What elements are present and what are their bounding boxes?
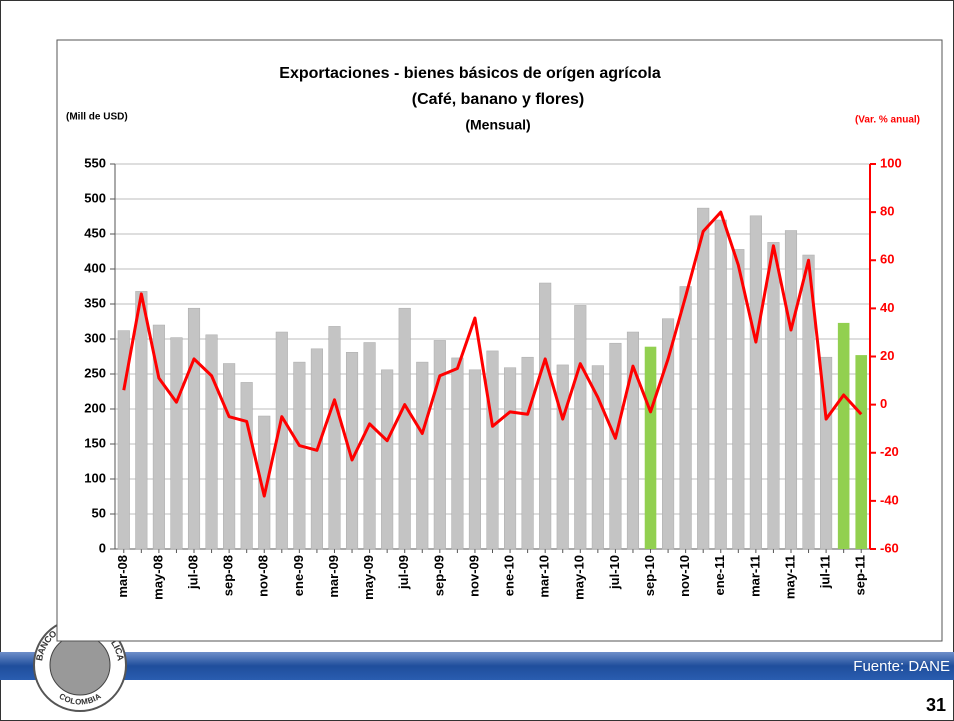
bar bbox=[556, 364, 569, 550]
plot: 050100150200250300350400450500550-60-40-… bbox=[84, 155, 901, 599]
bar bbox=[662, 318, 675, 550]
bar bbox=[363, 342, 376, 550]
x-tick-label: ene-10 bbox=[501, 555, 516, 596]
bar bbox=[855, 355, 868, 549]
y2-tick-label: 40 bbox=[880, 300, 894, 315]
bar bbox=[697, 207, 710, 550]
bar bbox=[398, 307, 411, 550]
source: Fuente: DANE bbox=[853, 658, 950, 675]
y-tick-label: 250 bbox=[84, 365, 106, 380]
bar bbox=[258, 415, 271, 550]
y2-axis-title: (Var. % anual) bbox=[855, 115, 920, 126]
y2-tick-label: -20 bbox=[880, 444, 899, 459]
y-tick-label: 50 bbox=[92, 505, 106, 520]
chart-title: Exportaciones - bienes básicos de orígen… bbox=[279, 65, 661, 82]
y2-tick-label: -40 bbox=[880, 492, 899, 507]
bar bbox=[679, 286, 692, 550]
x-tick-label: ene-11 bbox=[712, 555, 727, 595]
footer-band bbox=[0, 652, 954, 680]
y-tick-label: 550 bbox=[84, 155, 106, 170]
x-tick-label: nov-10 bbox=[677, 555, 692, 597]
y2-tick-label: 100 bbox=[880, 155, 902, 170]
bar bbox=[170, 337, 183, 550]
bar bbox=[837, 322, 850, 549]
bar bbox=[574, 305, 587, 550]
y-tick-label: 400 bbox=[84, 260, 106, 275]
bar bbox=[117, 330, 130, 550]
y-axis-title: (Mill de USD) bbox=[66, 112, 128, 123]
bar bbox=[293, 361, 306, 550]
bar bbox=[187, 307, 201, 550]
bar bbox=[732, 249, 745, 550]
bar bbox=[451, 357, 464, 550]
bar bbox=[433, 340, 446, 550]
bar bbox=[644, 346, 657, 549]
chart-period: (Mensual) bbox=[465, 117, 530, 133]
x-tick-label: may-11 bbox=[782, 555, 797, 599]
bar bbox=[223, 363, 236, 550]
bar bbox=[504, 367, 517, 550]
y-tick-label: 0 bbox=[99, 540, 106, 555]
x-tick-label: jul-08 bbox=[185, 555, 200, 590]
y-tick-label: 200 bbox=[84, 400, 106, 415]
y2-tick-label: 80 bbox=[880, 204, 894, 219]
x-tick-label: sep-11 bbox=[853, 555, 868, 595]
x-tick-label: mar-09 bbox=[326, 555, 341, 598]
bar bbox=[328, 326, 341, 550]
chart-subtitle: (Café, banano y flores) bbox=[412, 91, 584, 108]
logo-center bbox=[49, 634, 111, 696]
x-tick-label: sep-10 bbox=[642, 555, 657, 596]
bar bbox=[539, 282, 552, 550]
x-tick-label: nov-08 bbox=[256, 555, 271, 597]
bar bbox=[609, 342, 622, 550]
y-tick-label: 450 bbox=[84, 225, 106, 240]
y2-tick-label: 0 bbox=[880, 396, 887, 411]
bar bbox=[135, 291, 148, 550]
bar bbox=[591, 365, 604, 550]
y-tick-label: 100 bbox=[84, 470, 106, 485]
bar bbox=[784, 230, 798, 550]
y-tick-label: 150 bbox=[84, 435, 106, 450]
y2-tick-label: -60 bbox=[880, 540, 899, 555]
y2-tick-label: 20 bbox=[880, 348, 894, 363]
x-tick-label: jul-10 bbox=[607, 555, 622, 590]
bar bbox=[749, 215, 762, 550]
bar bbox=[820, 356, 833, 550]
line bbox=[122, 210, 863, 498]
x-tick-label: jul-11 bbox=[818, 555, 833, 589]
bar bbox=[381, 369, 394, 550]
x-tick-label: sep-08 bbox=[221, 555, 236, 596]
page-number: 31 bbox=[926, 695, 946, 715]
bar bbox=[802, 254, 815, 550]
bar bbox=[626, 331, 640, 550]
bar bbox=[714, 219, 727, 550]
bar bbox=[767, 242, 780, 550]
bar bbox=[205, 334, 218, 550]
y-tick-label: 300 bbox=[84, 330, 106, 345]
bar bbox=[240, 382, 253, 550]
x-tick-label: mar-11 bbox=[747, 555, 762, 597]
y2-tick-label: 60 bbox=[880, 252, 894, 267]
x-tick-label: jul-09 bbox=[396, 555, 411, 590]
bar bbox=[521, 356, 534, 550]
bar bbox=[416, 361, 429, 550]
y-tick-label: 500 bbox=[84, 190, 106, 205]
x-tick-label: mar-08 bbox=[115, 555, 130, 598]
x-tick-label: nov-09 bbox=[466, 555, 481, 597]
x-tick-label: may-08 bbox=[150, 555, 165, 600]
bar bbox=[486, 350, 499, 550]
x-tick-label: mar-10 bbox=[537, 555, 552, 598]
x-tick-label: ene-09 bbox=[291, 555, 306, 596]
bar bbox=[152, 324, 165, 550]
x-tick-label: sep-09 bbox=[431, 555, 446, 596]
x-tick-label: may-09 bbox=[361, 555, 376, 600]
x-tick-label: may-10 bbox=[572, 555, 587, 600]
y-tick-label: 350 bbox=[84, 295, 106, 310]
bar bbox=[468, 369, 481, 550]
